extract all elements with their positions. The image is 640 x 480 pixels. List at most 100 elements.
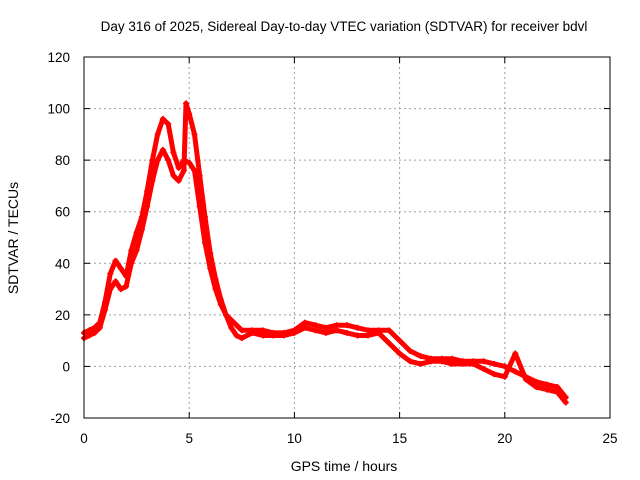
data-point (312, 327, 319, 334)
data-point (196, 172, 203, 179)
data-point (417, 353, 424, 360)
y-tick-label: 20 (55, 308, 70, 323)
data-point (91, 329, 98, 336)
data-point (533, 378, 540, 385)
data-point (417, 360, 424, 367)
data-point (386, 340, 393, 347)
data-point (301, 319, 308, 326)
data-point (322, 324, 329, 331)
data-point (123, 283, 130, 290)
series-layer (81, 100, 569, 406)
data-point (386, 327, 393, 334)
data-point (107, 270, 114, 277)
data-point (201, 213, 208, 220)
data-point (154, 131, 161, 138)
series-2 (81, 100, 569, 406)
data-point (480, 358, 487, 365)
y-tick-label: -20 (50, 411, 70, 426)
data-point (501, 373, 508, 380)
data-point (301, 324, 308, 331)
data-point (212, 275, 219, 282)
data-point (365, 327, 372, 334)
data-point (228, 324, 235, 331)
data-point (186, 159, 193, 166)
data-point (396, 350, 403, 357)
data-point (186, 110, 193, 117)
data-point (333, 327, 340, 334)
data-point (223, 311, 230, 318)
y-tick-label: 80 (55, 153, 70, 168)
data-point (407, 358, 414, 365)
data-point (354, 332, 361, 339)
data-point (312, 322, 319, 329)
data-point (249, 329, 256, 336)
data-point (428, 358, 435, 365)
data-point (280, 332, 287, 339)
data-point (259, 327, 266, 334)
data-point (491, 360, 498, 367)
data-point (512, 350, 519, 357)
data-point (170, 172, 177, 179)
data-point (344, 322, 350, 329)
data-point (144, 203, 151, 210)
data-point (480, 366, 487, 373)
x-tick-label: 0 (80, 431, 88, 446)
data-point (491, 371, 498, 378)
data-point (149, 177, 156, 184)
axis-ticks: 0 5 10 15 20 25 -20 0 20 40 60 80 100 120 (47, 50, 617, 446)
data-point (133, 247, 140, 254)
data-point (128, 260, 135, 267)
data-point (102, 306, 109, 313)
data-point (207, 249, 214, 256)
data-point (233, 322, 240, 329)
data-point (291, 329, 298, 336)
data-point (238, 335, 245, 342)
data-point (107, 286, 114, 293)
x-tick-label: 25 (602, 431, 617, 446)
data-point (191, 167, 198, 174)
data-point (138, 226, 145, 233)
data-point (170, 149, 177, 156)
y-tick-label: 60 (55, 205, 70, 220)
data-point (128, 247, 135, 254)
data-point (96, 324, 103, 331)
plot-frame (83, 56, 611, 419)
data-point (259, 332, 266, 339)
data-point (354, 324, 361, 331)
data-point (175, 177, 182, 184)
series-1 (81, 115, 569, 401)
data-point (270, 332, 277, 339)
data-point (344, 329, 350, 336)
data-point (396, 337, 403, 344)
data-point (165, 121, 172, 128)
data-point (554, 389, 561, 396)
data-point (112, 278, 119, 285)
data-point (459, 360, 466, 367)
data-point (543, 386, 550, 393)
x-tick-label: 5 (185, 431, 193, 446)
data-point (365, 332, 372, 339)
chart-title: Day 316 of 2025, Sidereal Day-to-day VTE… (101, 19, 588, 34)
data-point (133, 229, 140, 236)
data-point (183, 100, 190, 107)
data-point (233, 332, 240, 339)
data-point (154, 157, 161, 164)
data-point (322, 329, 329, 336)
y-tick-label: 120 (47, 50, 70, 65)
x-axis-label: GPS time / hours (291, 458, 398, 474)
data-point (86, 332, 93, 339)
data-point (449, 355, 456, 362)
data-point (333, 322, 340, 329)
data-point (533, 384, 540, 391)
x-tick-label: 20 (497, 431, 512, 446)
data-point (86, 327, 93, 334)
data-point (159, 146, 166, 153)
data-point (165, 157, 172, 164)
x-tick-label: 10 (287, 431, 302, 446)
data-point (175, 164, 182, 171)
grid-lines (84, 57, 610, 418)
data-point (159, 115, 166, 122)
data-point (191, 131, 198, 138)
y-tick-label: 100 (47, 102, 70, 117)
